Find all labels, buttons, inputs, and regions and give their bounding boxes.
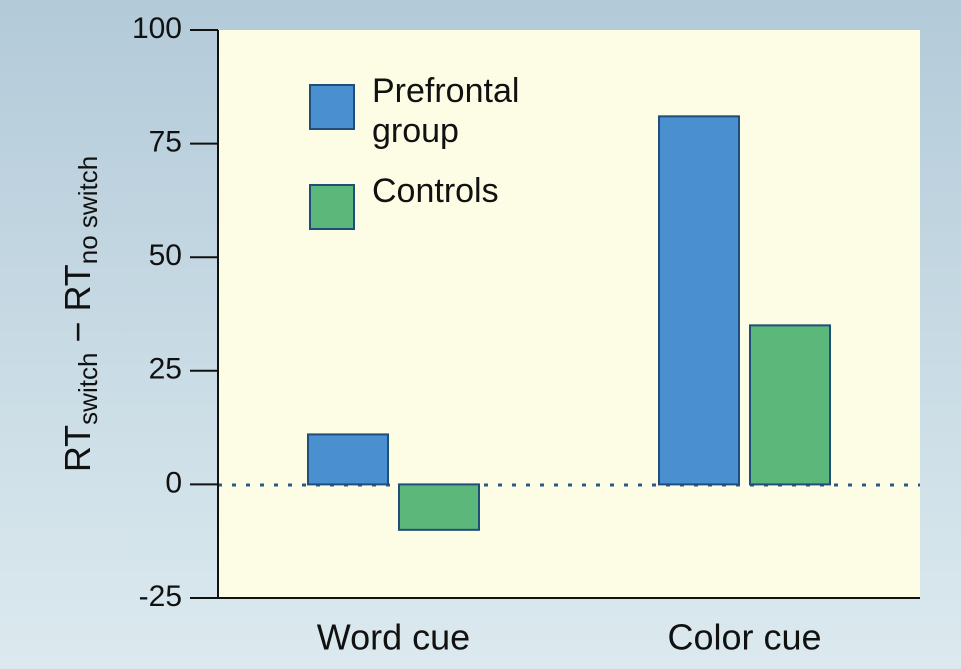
y-tick-label: 75 (149, 126, 182, 159)
bar (749, 324, 831, 486)
bar (307, 433, 389, 486)
x-tick-label: Word cue (317, 617, 470, 658)
y-tick-label: 50 (149, 239, 182, 272)
y-label-sub: no switch (73, 156, 103, 264)
y-axis-label: RTswitch − RTno switch (57, 156, 103, 472)
legend-swatch (309, 84, 355, 130)
y-tick-label: 100 (132, 12, 182, 45)
x-tick-label: Color cue (667, 617, 821, 658)
y-label-sub: switch (73, 353, 103, 425)
y-label-part: − RT (57, 264, 98, 352)
legend-label: Prefrontal group (372, 72, 520, 150)
y-tick-label: 25 (149, 353, 182, 386)
y-tick-label: 0 (165, 466, 182, 499)
bar (398, 483, 480, 531)
y-label-part: RT (57, 425, 98, 472)
y-tick-label: -25 (139, 580, 182, 613)
legend-label: Controls (372, 172, 499, 210)
bar (658, 115, 740, 486)
legend-swatch (309, 184, 355, 230)
